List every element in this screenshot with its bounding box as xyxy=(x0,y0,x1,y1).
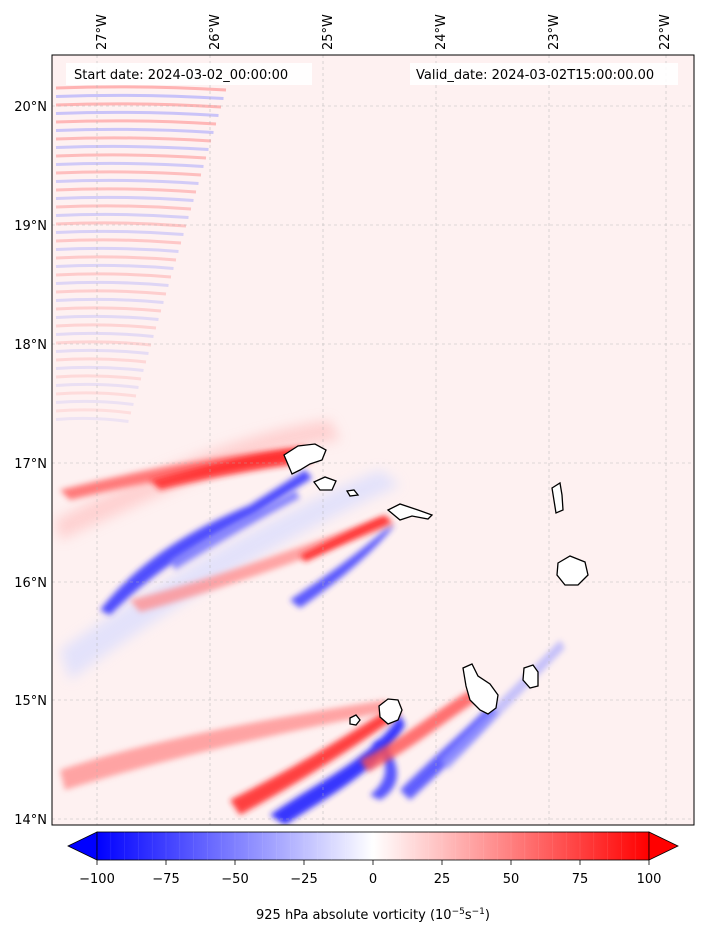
lat-label-18n: 18°N xyxy=(14,338,47,353)
wave-stripe xyxy=(55,272,172,279)
island-santiago xyxy=(462,663,499,715)
colorbar-tick-label: 0 xyxy=(369,872,377,887)
island-coastlines xyxy=(283,443,589,726)
lon-label-26w: 26°W xyxy=(208,14,223,50)
island-fogo xyxy=(378,698,403,725)
wave-stripe xyxy=(55,408,132,415)
colorbar-tick-label: −25 xyxy=(290,872,317,887)
date-info: Start date: 2024-03-02_00:00:00 Valid_da… xyxy=(66,63,678,85)
wave-stripe xyxy=(55,170,202,177)
wave-stripe xyxy=(55,195,194,202)
wave-stripe xyxy=(55,161,204,168)
wave-stripe xyxy=(55,357,147,364)
lat-label-15n: 15°N xyxy=(14,694,47,709)
island-sao-vicente xyxy=(312,476,337,491)
wave-stripe xyxy=(55,238,182,245)
colorbar-tick-label: −75 xyxy=(152,872,179,887)
latitude-labels: 20°N 19°N 18°N 17°N 16°N 15°N 14°N xyxy=(14,100,47,828)
lon-label-27w: 27°W xyxy=(95,14,110,50)
wave-stripe xyxy=(55,246,179,253)
valid-date-label: Valid_date: 2024-03-02T15:00:00.00 xyxy=(416,68,654,83)
lon-label-23w: 23°W xyxy=(547,14,562,50)
lat-label-17n: 17°N xyxy=(14,457,47,472)
wave-stripe xyxy=(55,212,189,219)
wave-stripe xyxy=(55,297,164,304)
wave-stripe xyxy=(55,289,167,296)
island-maio xyxy=(522,664,539,689)
island-santo-antao xyxy=(283,443,327,475)
wave-stripe xyxy=(55,93,224,100)
wave-stripe xyxy=(55,306,162,313)
lat-label-19n: 19°N xyxy=(14,219,47,234)
colorbar-title: 925 hPa absolute vorticity (10−5s−1) xyxy=(256,907,490,923)
wave-stripe xyxy=(55,340,152,347)
wave-stripe xyxy=(55,280,169,287)
lat-label-20n: 20°N xyxy=(14,100,47,115)
map-frame xyxy=(51,54,695,826)
colorbar-extend-min xyxy=(67,831,98,861)
wave-stripe xyxy=(55,255,177,262)
colorbar-tick-label: 50 xyxy=(503,872,520,887)
colorbar: −100 −75 −50 −25 0 25 50 75 100 925 hPa … xyxy=(67,831,679,923)
wave-stripe xyxy=(55,187,197,194)
colorbar-tick-label: −100 xyxy=(79,872,115,887)
island-sao-nicolau xyxy=(386,503,434,521)
wave-stripe xyxy=(55,110,219,117)
wave-stripe xyxy=(55,365,144,372)
colorbar-tick-label: 25 xyxy=(434,872,451,887)
vorticity-red-plume-south xyxy=(60,700,395,790)
start-date-label: Start date: 2024-03-02_00:00:00 xyxy=(74,68,288,83)
wave-stripe xyxy=(55,391,137,398)
island-sal xyxy=(551,481,564,514)
lat-label-16n: 16°N xyxy=(14,576,47,591)
wave-stripe xyxy=(55,85,227,92)
gravity-wave-stripes xyxy=(55,85,227,423)
vorticity-field: Start date: 2024-03-02_00:00:00 Valid_da… xyxy=(52,55,694,825)
colorbar-extend-max xyxy=(648,831,679,861)
vorticity-blue-broad xyxy=(60,470,400,680)
wave-stripe xyxy=(55,399,134,406)
island-brava xyxy=(349,714,361,726)
wave-stripe xyxy=(55,221,187,228)
wave-stripe xyxy=(55,229,184,236)
wave-stripe xyxy=(55,144,209,151)
island-santa-luzia xyxy=(345,489,360,497)
colorbar-ticks xyxy=(96,860,650,865)
wave-stripe xyxy=(55,314,159,321)
wave-stripe xyxy=(55,323,157,330)
lat-label-14n: 14°N xyxy=(14,813,47,828)
wave-stripe xyxy=(55,153,207,160)
map-gridlines xyxy=(52,55,694,825)
wave-stripe xyxy=(55,348,149,355)
lon-label-25w: 25°W xyxy=(321,14,336,50)
wave-stripe xyxy=(55,382,139,389)
wave-stripe xyxy=(55,178,199,185)
wave-stripe xyxy=(55,263,174,270)
lon-label-22w: 22°W xyxy=(658,14,673,50)
longitude-labels: 27°W 26°W 25°W 24°W 23°W 22°W xyxy=(95,14,673,50)
wave-stripe xyxy=(55,119,217,126)
wave-stripe xyxy=(55,204,192,211)
lon-label-24w: 24°W xyxy=(434,14,449,50)
wave-stripe xyxy=(55,416,129,423)
colorbar-bands xyxy=(110,832,636,860)
wave-stripe xyxy=(55,331,154,338)
colorbar-gradient xyxy=(96,831,650,861)
wave-stripe xyxy=(55,374,142,381)
wave-stripe xyxy=(55,127,214,134)
colorbar-tick-label: 75 xyxy=(572,872,589,887)
colorbar-tick-label: 100 xyxy=(637,872,662,887)
wave-stripe xyxy=(55,136,212,143)
wave-stripe xyxy=(55,102,222,109)
colorbar-tick-label: −50 xyxy=(221,872,248,887)
island-boa-vista xyxy=(556,555,589,586)
